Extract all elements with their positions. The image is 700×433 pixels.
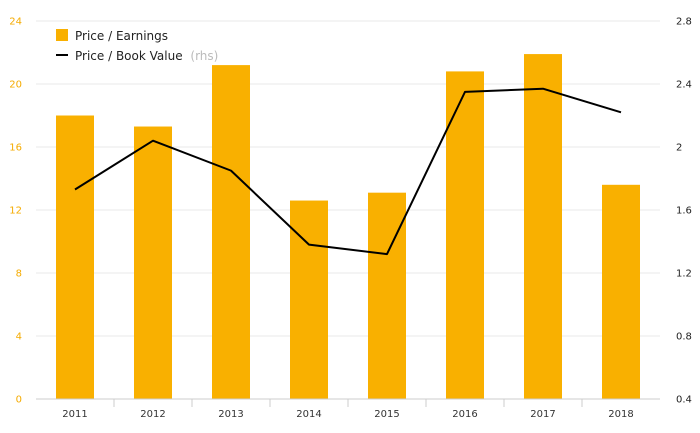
x-tick-label: 2015 — [374, 409, 399, 420]
left-tick-label: 4 — [16, 332, 22, 343]
right-tick-label: 1.2 — [676, 269, 692, 280]
bar-pe — [134, 126, 172, 400]
legend-label-pb-text: Price / Book Value — [75, 49, 183, 63]
legend: Price / Earnings Price / Book Value (rhs… — [56, 29, 218, 63]
right-tick-label: 0.4 — [676, 395, 692, 406]
pe-bars — [56, 54, 640, 400]
right-tick-label: 2 — [676, 143, 682, 154]
bar-pe — [524, 54, 562, 399]
right-tick-label: 2.8 — [676, 17, 692, 28]
bar-pe — [446, 71, 484, 400]
left-tick-label: 0 — [16, 395, 22, 406]
gridlines — [36, 20, 660, 337]
legend-swatch-pe — [56, 29, 68, 41]
x-tick-label: 2016 — [452, 409, 477, 420]
bar-pe — [290, 200, 328, 399]
x-axis-ticks: 2011 2012 2013 2014 2015 2016 2017 2018 — [62, 399, 634, 420]
x-tick-label: 2017 — [530, 409, 555, 420]
legend-label-pb-note: (rhs) — [190, 49, 218, 63]
bar-pe — [368, 192, 406, 399]
left-tick-label: 8 — [16, 269, 22, 280]
x-tick-label: 2013 — [218, 409, 243, 420]
bar-pe — [602, 184, 640, 399]
legend-label-pb: Price / Book Value (rhs) — [75, 49, 218, 63]
right-tick-label: 1.6 — [676, 206, 692, 217]
left-tick-label: 20 — [9, 80, 22, 91]
x-tick-label: 2014 — [296, 409, 321, 420]
left-tick-label: 24 — [9, 17, 22, 28]
pb-line — [74, 87, 622, 256]
right-tick-label: 0.8 — [676, 332, 692, 343]
right-axis-labels: 0.4 0.8 1.2 1.6 2 2.4 2.8 — [676, 17, 692, 406]
legend-label-pe: Price / Earnings — [75, 29, 168, 43]
x-tick-label: 2011 — [62, 409, 87, 420]
bar-pe — [56, 115, 94, 399]
left-tick-label: 16 — [9, 143, 22, 154]
left-axis-labels: 0 4 8 12 16 20 24 — [9, 17, 22, 406]
right-tick-label: 2.4 — [676, 80, 692, 91]
bar-pe — [212, 65, 250, 399]
left-tick-label: 12 — [9, 206, 22, 217]
x-tick-label: 2018 — [608, 409, 633, 420]
x-tick-label: 2012 — [140, 409, 165, 420]
